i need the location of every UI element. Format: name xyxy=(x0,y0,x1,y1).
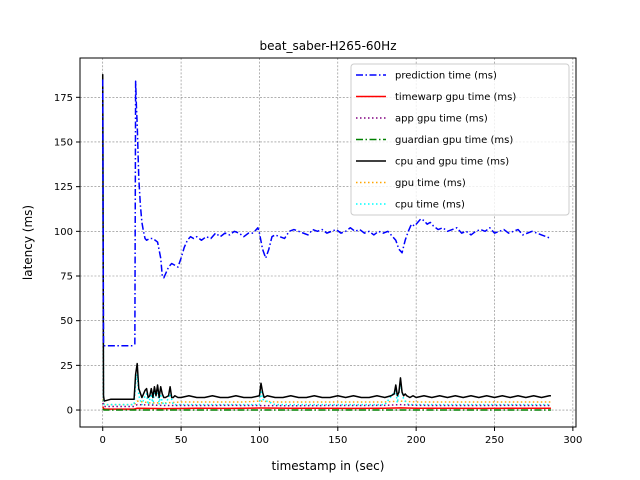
x-tick-label: 150 xyxy=(328,435,347,446)
y-axis-label: latency (ms) xyxy=(21,205,35,280)
series-line-7 xyxy=(101,79,551,406)
series-line-2 xyxy=(102,406,551,410)
y-tick-label: 50 xyxy=(60,316,73,327)
series-lines xyxy=(101,74,552,411)
series-line-5 xyxy=(101,74,551,402)
series-line-1 xyxy=(101,79,552,347)
y-tick-label: 75 xyxy=(60,272,73,283)
x-tick-label: 250 xyxy=(485,435,504,446)
legend-label: app gpu time (ms) xyxy=(395,114,488,125)
x-axis-label: timestamp in (sec) xyxy=(272,459,385,473)
legend-label: timewarp gpu time (ms) xyxy=(395,92,516,103)
series-line-4 xyxy=(102,408,551,411)
legend-label: gpu time (ms) xyxy=(395,178,466,189)
legend-label: guardian gpu time (ms) xyxy=(395,135,513,146)
y-tick-label: 0 xyxy=(67,406,73,417)
axis-ticks: 0 50 100 150 200 250 300 0 25 50 75 100 125 150 175 xyxy=(54,93,583,446)
legend: prediction time (ms) timewarp gpu time (m… xyxy=(350,63,570,216)
y-tick-label: 150 xyxy=(54,137,73,148)
x-tick-label: 0 xyxy=(100,435,106,446)
x-tick-label: 50 xyxy=(175,435,188,446)
legend-label: cpu time (ms) xyxy=(395,200,465,211)
legend-box xyxy=(350,63,570,216)
x-tick-label: 100 xyxy=(250,435,269,446)
x-tick-label: 300 xyxy=(563,435,582,446)
legend-label: cpu and gpu time (ms) xyxy=(395,157,509,168)
series-line-6 xyxy=(101,399,551,406)
y-tick-label: 100 xyxy=(54,227,73,238)
x-tick-label: 200 xyxy=(407,435,426,446)
y-tick-label: 125 xyxy=(54,182,73,193)
plot-frame xyxy=(79,57,577,428)
y-tick-label: 25 xyxy=(60,361,73,372)
chart-title: beat_saber-H265-60Hz xyxy=(259,39,396,53)
legend-label: prediction time (ms) xyxy=(395,71,497,82)
y-tick-label: 175 xyxy=(54,93,73,104)
